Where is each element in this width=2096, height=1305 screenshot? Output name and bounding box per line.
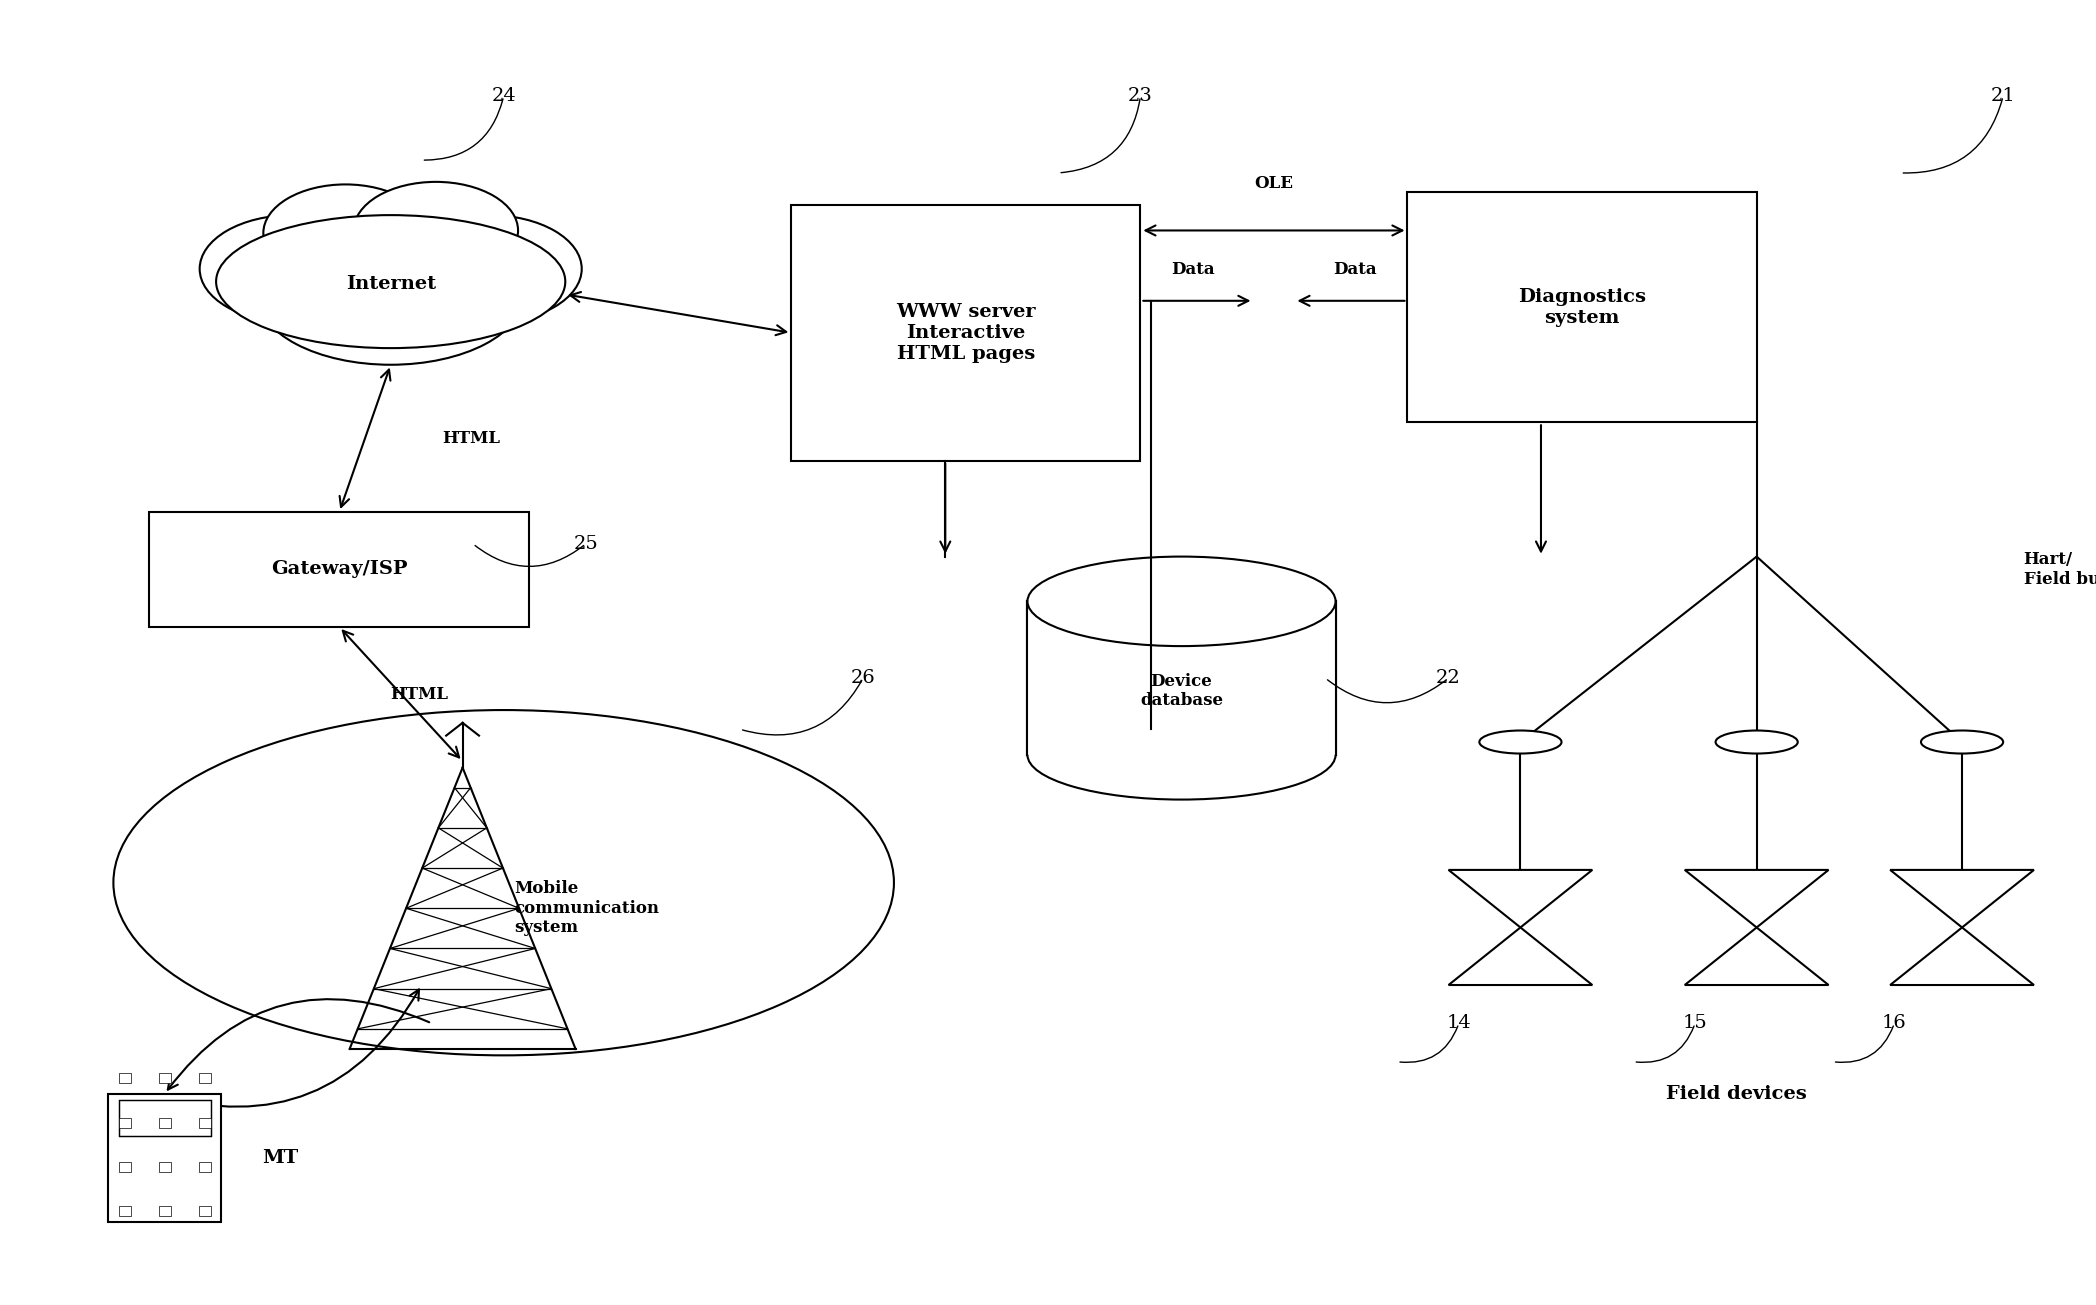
Text: Gateway/ISP: Gateway/ISP (270, 560, 407, 578)
Text: Diagnostics
system: Diagnostics system (1518, 288, 1645, 326)
Bar (159, 1117, 172, 1128)
Polygon shape (1891, 870, 2033, 928)
Bar (159, 1073, 172, 1083)
Text: Mobile
communication
system: Mobile communication system (514, 880, 658, 937)
Ellipse shape (264, 184, 428, 282)
Text: Data: Data (1172, 261, 1216, 278)
Bar (119, 1206, 130, 1216)
Text: 21: 21 (1991, 87, 2016, 106)
Bar (119, 1161, 130, 1172)
Bar (119, 1073, 130, 1083)
Bar (159, 1206, 172, 1216)
Bar (119, 1100, 212, 1135)
Bar (1409, 192, 1756, 423)
Bar (109, 1094, 222, 1221)
Text: OLE: OLE (1253, 175, 1293, 192)
Ellipse shape (113, 710, 893, 1056)
Bar (199, 1206, 212, 1216)
Text: 22: 22 (1436, 669, 1461, 686)
Polygon shape (1685, 928, 1828, 985)
Text: 25: 25 (574, 535, 597, 553)
Text: 14: 14 (1446, 1014, 1471, 1032)
Text: Hart/
Field bus: Hart/ Field bus (2023, 551, 2096, 587)
Text: 26: 26 (851, 669, 876, 686)
Polygon shape (1685, 870, 1828, 928)
Polygon shape (1891, 928, 2033, 985)
Text: WWW server
Interactive
HTML pages: WWW server Interactive HTML pages (895, 303, 1035, 363)
Text: Data: Data (1333, 261, 1377, 278)
Text: Field devices: Field devices (1666, 1084, 1807, 1103)
Bar (159, 1161, 172, 1172)
Ellipse shape (1027, 556, 1335, 646)
Polygon shape (1448, 870, 1593, 928)
Text: 15: 15 (1683, 1014, 1708, 1032)
Text: MT: MT (262, 1148, 298, 1167)
Text: 23: 23 (1128, 87, 1153, 106)
Text: HTML: HTML (442, 429, 501, 446)
Bar (119, 1117, 130, 1128)
Bar (1027, 602, 1335, 754)
Polygon shape (1448, 928, 1593, 985)
Ellipse shape (1920, 731, 2004, 753)
Bar (199, 1161, 212, 1172)
Ellipse shape (199, 215, 384, 322)
Ellipse shape (1480, 731, 1562, 753)
Ellipse shape (354, 181, 518, 279)
Bar (792, 205, 1140, 461)
Bar (199, 1117, 212, 1128)
Text: 24: 24 (490, 87, 516, 106)
Bar (149, 512, 530, 626)
Ellipse shape (396, 215, 583, 322)
Ellipse shape (258, 224, 524, 364)
Text: HTML: HTML (390, 685, 449, 702)
Ellipse shape (1715, 731, 1798, 753)
Text: Internet: Internet (346, 275, 436, 294)
Text: 16: 16 (1882, 1014, 1907, 1032)
Ellipse shape (216, 215, 566, 348)
Text: Device
database: Device database (1140, 672, 1222, 709)
Bar (199, 1073, 212, 1083)
